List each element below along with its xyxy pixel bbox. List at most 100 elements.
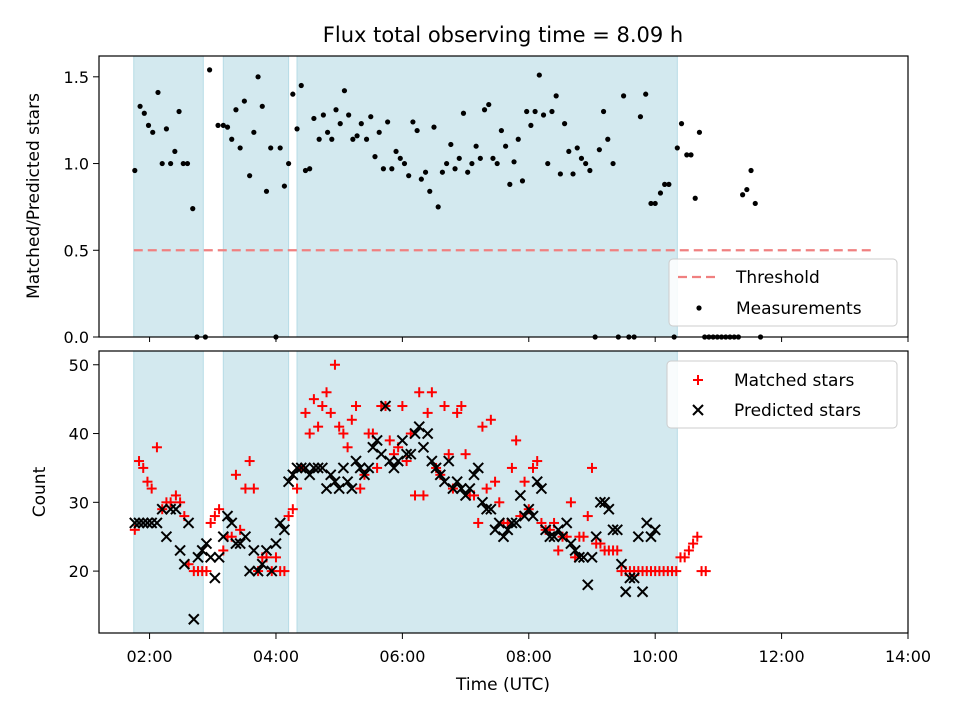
measurement-point bbox=[376, 129, 382, 135]
measurement-point bbox=[132, 167, 138, 174]
matched-star-point bbox=[321, 387, 332, 398]
matched-star-point bbox=[279, 566, 290, 577]
bottom-legend-box bbox=[666, 360, 898, 429]
predicted-star-point bbox=[489, 524, 501, 536]
measurement-point bbox=[311, 115, 317, 122]
predicted-star-point bbox=[510, 517, 522, 529]
predicted-star-point bbox=[476, 496, 489, 509]
measurement-point bbox=[294, 126, 300, 132]
predicted-star-point bbox=[531, 475, 543, 488]
matched-star-point bbox=[688, 538, 699, 549]
measurement-point bbox=[414, 127, 420, 134]
measurement-point bbox=[137, 103, 143, 109]
measurement-point bbox=[507, 181, 513, 187]
measurement-point bbox=[596, 147, 602, 153]
bottom-x-tick-label: 12:00 bbox=[759, 647, 805, 666]
measurement-point bbox=[744, 186, 750, 193]
predicted-star-point bbox=[392, 455, 404, 467]
predicted-star-point bbox=[325, 469, 337, 481]
matched-star-point bbox=[612, 545, 623, 556]
measurement-point bbox=[456, 155, 462, 161]
predicted-star-point bbox=[234, 537, 246, 550]
predicted-star-point bbox=[137, 517, 149, 529]
matched-star-point bbox=[527, 462, 538, 473]
predicted-star-point bbox=[548, 531, 560, 543]
matched-star-point bbox=[205, 517, 216, 528]
legend-threshold-label: Threshold bbox=[735, 268, 820, 288]
predicted-star-point bbox=[358, 469, 371, 481]
matched-star-point bbox=[317, 401, 328, 412]
matched-star-point bbox=[456, 401, 467, 412]
top-y-tick-label: 0.5 bbox=[64, 241, 89, 260]
measurement-point bbox=[358, 121, 364, 127]
predicted-star-point bbox=[405, 448, 417, 460]
measurement-point bbox=[190, 206, 196, 212]
measurement-point bbox=[180, 160, 186, 167]
predicted-star-point bbox=[472, 462, 484, 474]
predicted-star-point bbox=[333, 482, 345, 495]
predicted-star-point bbox=[226, 517, 238, 529]
top-y-axis-label: Matched/Predicted stars bbox=[24, 93, 44, 299]
measurement-point bbox=[255, 74, 261, 80]
matched-star-point bbox=[346, 414, 357, 425]
matched-star-point bbox=[304, 428, 315, 439]
matched-star-point bbox=[230, 469, 241, 480]
predicted-star-point bbox=[182, 517, 195, 529]
measurement-point bbox=[696, 129, 703, 135]
predicted-star-point bbox=[204, 551, 217, 564]
matched-star-point bbox=[397, 401, 408, 412]
predicted-star-point bbox=[582, 579, 594, 591]
matched-star-point bbox=[460, 449, 471, 460]
matched-star-point bbox=[235, 524, 246, 535]
bottom-observing-bands bbox=[133, 350, 678, 634]
measurement-point bbox=[503, 143, 509, 149]
matched-star-point bbox=[384, 435, 395, 446]
top-legend-box bbox=[668, 258, 898, 327]
predicted-star-point bbox=[590, 531, 602, 543]
measurement-point bbox=[532, 108, 538, 115]
predicted-star-point bbox=[502, 524, 514, 536]
bottom-x-tick-label: 08:00 bbox=[506, 647, 552, 666]
predicted-star-point bbox=[274, 517, 286, 529]
predicted-star-point bbox=[141, 517, 154, 529]
measurement-point bbox=[393, 148, 399, 155]
measurement-point bbox=[652, 200, 658, 207]
measurement-point bbox=[752, 200, 758, 207]
measurement-point bbox=[439, 169, 446, 175]
measurement-point bbox=[176, 108, 182, 115]
matched-star-point bbox=[485, 414, 496, 425]
matched-star-point bbox=[329, 359, 340, 370]
measurement-point bbox=[418, 176, 424, 182]
predicted-star-point bbox=[221, 510, 234, 522]
measurement-point bbox=[290, 91, 296, 97]
predicted-star-point bbox=[170, 503, 182, 515]
predicted-star-point bbox=[645, 531, 657, 543]
predicted-star-point bbox=[611, 524, 623, 536]
matched-star-point bbox=[414, 387, 425, 398]
top-x-ticks bbox=[149, 337, 909, 342]
predicted-star-point bbox=[619, 586, 632, 598]
measurement-point bbox=[324, 129, 331, 135]
predicted-star-point bbox=[396, 434, 409, 447]
predicted-star-point bbox=[565, 537, 577, 550]
measurement-point bbox=[662, 181, 668, 187]
top-legend: Threshold Measurements bbox=[668, 258, 898, 327]
measurement-point bbox=[410, 119, 416, 125]
measurement-point bbox=[320, 112, 326, 118]
legend-measurement-swatch bbox=[696, 305, 702, 311]
matched-star-point bbox=[418, 490, 429, 501]
measurement-point bbox=[354, 133, 360, 139]
predicted-star-point bbox=[464, 482, 476, 495]
predicted-star-point bbox=[341, 475, 354, 488]
matched-star-point bbox=[578, 531, 589, 542]
measurement-point bbox=[141, 110, 147, 116]
predicted-star-point bbox=[299, 462, 312, 474]
measurement-point bbox=[389, 166, 395, 172]
observing-band-2 bbox=[296, 55, 678, 338]
matched-star-point bbox=[292, 483, 303, 494]
predicted-star-point bbox=[560, 517, 573, 529]
top-y-tick-label: 1.0 bbox=[64, 155, 89, 174]
measurement-point bbox=[422, 169, 429, 175]
measurement-point bbox=[578, 155, 585, 161]
predicted-star-point bbox=[649, 524, 661, 536]
